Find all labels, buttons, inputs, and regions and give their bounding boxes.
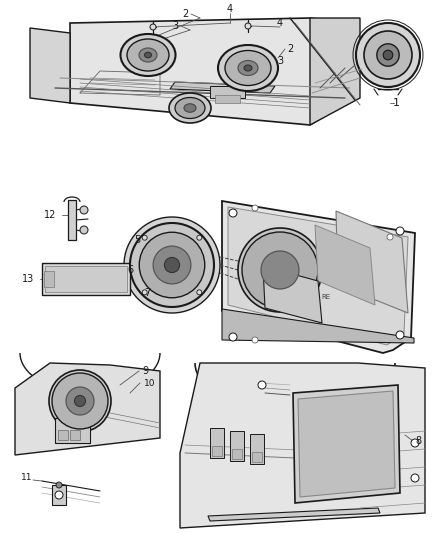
Polygon shape	[15, 363, 160, 455]
Circle shape	[80, 206, 88, 214]
Bar	[55, 418, 90, 443]
Polygon shape	[336, 211, 408, 313]
Ellipse shape	[184, 104, 196, 112]
Bar	[230, 431, 244, 461]
Text: 6: 6	[127, 265, 133, 275]
Bar	[212, 446, 222, 456]
Circle shape	[383, 50, 393, 60]
Circle shape	[356, 23, 420, 87]
Circle shape	[258, 381, 266, 389]
Circle shape	[80, 226, 88, 234]
Bar	[44, 271, 54, 287]
Ellipse shape	[238, 61, 258, 76]
Bar	[210, 428, 224, 458]
Circle shape	[52, 373, 108, 429]
Text: 2: 2	[287, 44, 293, 54]
Text: 7: 7	[144, 288, 150, 298]
Text: 3: 3	[277, 56, 283, 66]
Ellipse shape	[145, 52, 152, 58]
Polygon shape	[170, 82, 275, 93]
Polygon shape	[315, 225, 375, 305]
Circle shape	[150, 24, 156, 30]
Circle shape	[142, 290, 147, 295]
Bar	[232, 449, 242, 459]
Ellipse shape	[139, 48, 157, 62]
Polygon shape	[208, 508, 380, 521]
Ellipse shape	[175, 98, 205, 118]
Circle shape	[377, 44, 399, 66]
Circle shape	[56, 482, 62, 488]
Bar	[42, 263, 130, 295]
Text: 11: 11	[21, 473, 32, 482]
Text: 12: 12	[44, 210, 56, 220]
Ellipse shape	[120, 34, 176, 76]
Text: 8: 8	[415, 436, 421, 446]
Text: 9: 9	[142, 366, 148, 376]
Circle shape	[49, 370, 111, 432]
Circle shape	[164, 257, 180, 272]
Circle shape	[396, 227, 404, 235]
Circle shape	[197, 290, 202, 295]
Text: 4: 4	[277, 18, 283, 28]
Circle shape	[124, 217, 220, 313]
Circle shape	[229, 333, 237, 341]
Bar	[68, 200, 76, 240]
Circle shape	[74, 395, 85, 407]
Polygon shape	[30, 28, 70, 103]
Bar	[215, 95, 240, 103]
Circle shape	[252, 337, 258, 343]
Ellipse shape	[169, 93, 211, 123]
Ellipse shape	[218, 45, 278, 91]
Text: 13: 13	[22, 274, 34, 284]
Text: 5: 5	[134, 235, 140, 245]
Circle shape	[139, 232, 205, 298]
Ellipse shape	[225, 51, 271, 85]
Bar	[70, 430, 80, 440]
Circle shape	[387, 234, 393, 240]
Circle shape	[66, 387, 94, 415]
Polygon shape	[293, 385, 400, 503]
Circle shape	[130, 223, 214, 307]
Polygon shape	[222, 201, 415, 353]
Circle shape	[153, 246, 191, 284]
Polygon shape	[222, 309, 414, 343]
Polygon shape	[263, 266, 322, 323]
Text: 4: 4	[227, 4, 233, 14]
Ellipse shape	[244, 65, 252, 71]
Circle shape	[229, 209, 237, 217]
Circle shape	[411, 474, 419, 482]
Circle shape	[396, 331, 404, 339]
Bar	[52, 485, 66, 505]
Bar	[45, 266, 127, 292]
Circle shape	[197, 235, 202, 240]
Circle shape	[261, 251, 299, 289]
Bar	[252, 452, 262, 462]
Circle shape	[252, 205, 258, 211]
Circle shape	[242, 232, 318, 308]
Polygon shape	[310, 18, 360, 125]
Circle shape	[411, 439, 419, 447]
Text: RE: RE	[321, 294, 331, 300]
Circle shape	[238, 228, 322, 312]
Text: 3: 3	[172, 21, 178, 31]
Ellipse shape	[127, 39, 169, 71]
Polygon shape	[298, 391, 395, 497]
Bar	[250, 434, 264, 464]
Bar	[58, 430, 68, 440]
Circle shape	[364, 31, 412, 79]
Bar	[210, 86, 245, 98]
Text: 2: 2	[182, 9, 188, 19]
Text: 1: 1	[392, 98, 399, 108]
Polygon shape	[70, 18, 350, 125]
Polygon shape	[180, 363, 425, 528]
Circle shape	[245, 23, 251, 29]
Circle shape	[142, 235, 147, 240]
Polygon shape	[228, 207, 408, 345]
Circle shape	[55, 491, 63, 499]
Text: 10: 10	[144, 378, 156, 387]
